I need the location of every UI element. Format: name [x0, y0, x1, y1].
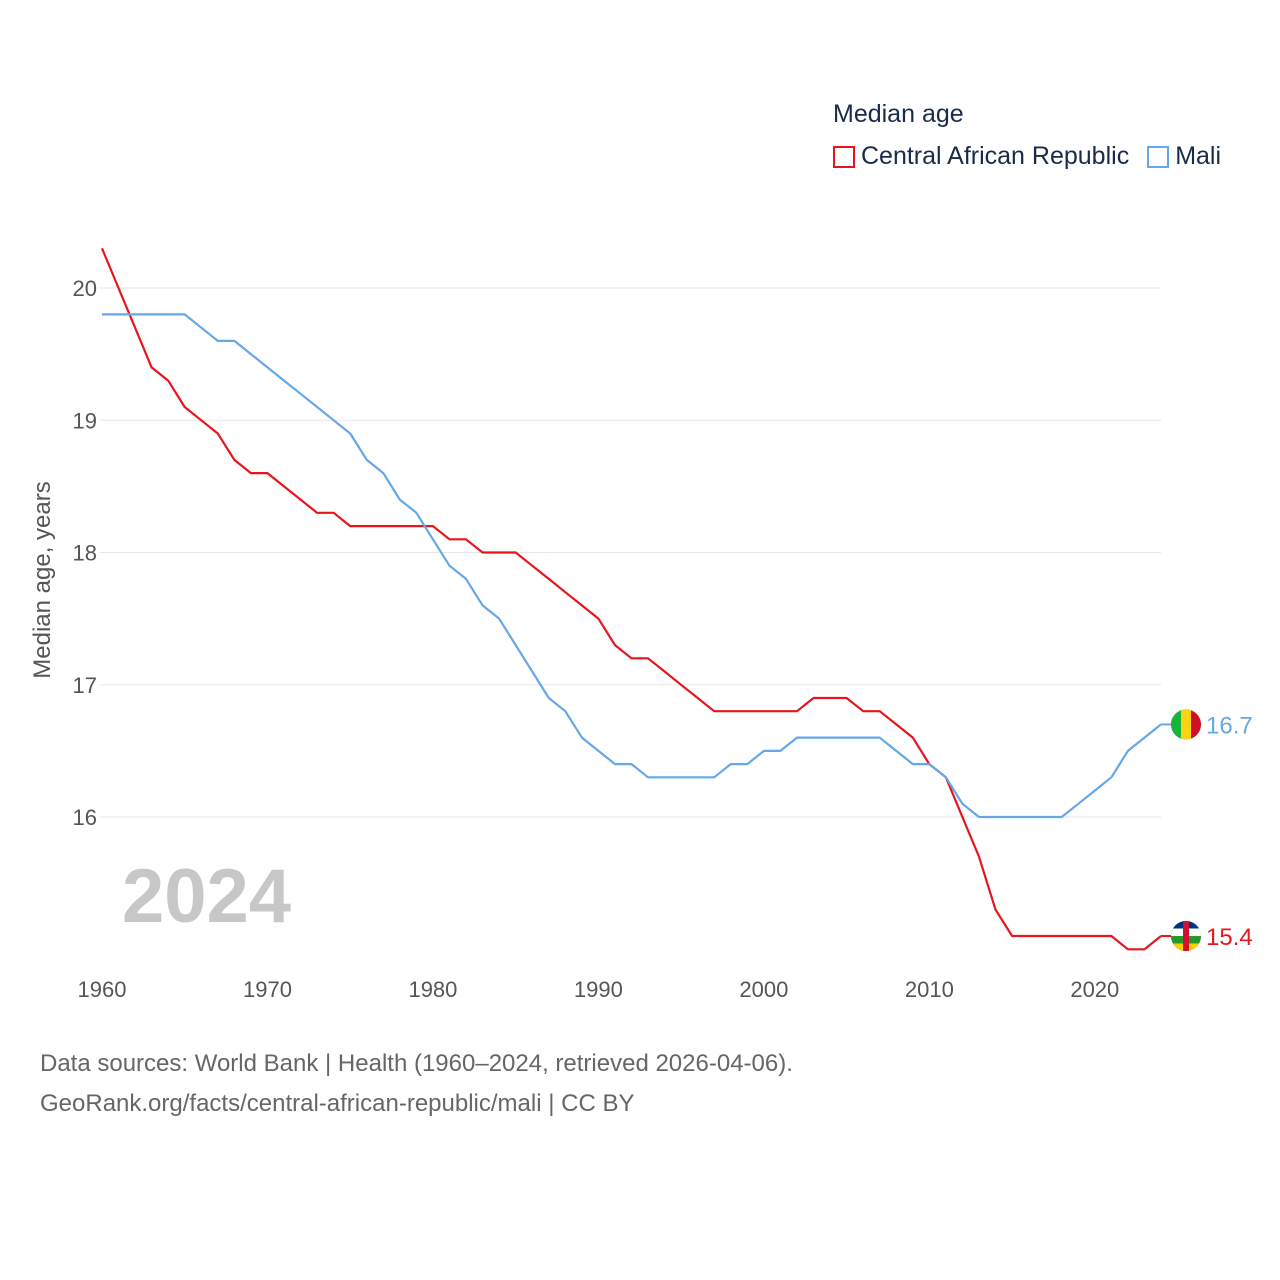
series-line-central-african-republic	[100, 247, 1162, 951]
series-lines	[100, 247, 1162, 951]
legend-item-central-african-republic[interactable]: Central African Republic	[833, 142, 1129, 171]
x-tick-label-1980: 1980	[408, 977, 457, 1002]
y-tick-label-16: 16	[73, 805, 97, 830]
x-tick-label-2020: 2020	[1070, 977, 1119, 1002]
y-tick-label-17: 17	[73, 673, 97, 698]
x-tick-label-1990: 1990	[574, 977, 623, 1002]
legend-swatch-central-african-republic	[833, 145, 855, 168]
y-tick-label-18: 18	[73, 541, 97, 566]
year-watermark: 2024	[122, 854, 291, 939]
x-axis-ticks: 1960 1970 1980 1990 2000 2010 2020	[78, 977, 1120, 1002]
flag-icon-central-african-republic	[1170, 920, 1202, 952]
legend-swatch-mali	[1147, 145, 1170, 168]
y-tick-label-20: 20	[73, 276, 97, 301]
x-tick-label-1960: 1960	[78, 977, 127, 1002]
y-axis-ticks: 16 17 18 19 20	[73, 276, 97, 830]
data-sources-text: Data sources: World Bank | Health (1960–…	[40, 1050, 793, 1077]
x-tick-label-2010: 2010	[905, 977, 954, 1002]
end-value-label-mali: 16.7	[1206, 712, 1253, 739]
series-line-mali	[102, 313, 1162, 819]
y-axis-label: Median age, years	[29, 481, 56, 678]
x-tick-label-2000: 2000	[739, 977, 788, 1002]
series-end-markers: 15.4 16.7	[1161, 708, 1253, 952]
gridlines	[100, 287, 1161, 818]
legend-item-mali[interactable]: Mali	[1147, 142, 1221, 171]
x-tick-label-1970: 1970	[243, 977, 292, 1002]
legend-title: Median age	[833, 100, 964, 128]
end-value-label-central-african-republic: 15.4	[1206, 924, 1253, 951]
legend-label-central-african-republic: Central African Republic	[861, 142, 1130, 170]
y-tick-label-19: 19	[73, 408, 97, 433]
source-link[interactable]: GeoRank.org/facts/central-african-republ…	[40, 1090, 635, 1117]
footer: Data sources: World Bank | Health (1960–…	[40, 1044, 793, 1124]
legend: Central African Republic Mali	[833, 142, 1239, 171]
flag-icon-mali	[1170, 708, 1202, 740]
legend-label-mali: Mali	[1175, 142, 1222, 170]
